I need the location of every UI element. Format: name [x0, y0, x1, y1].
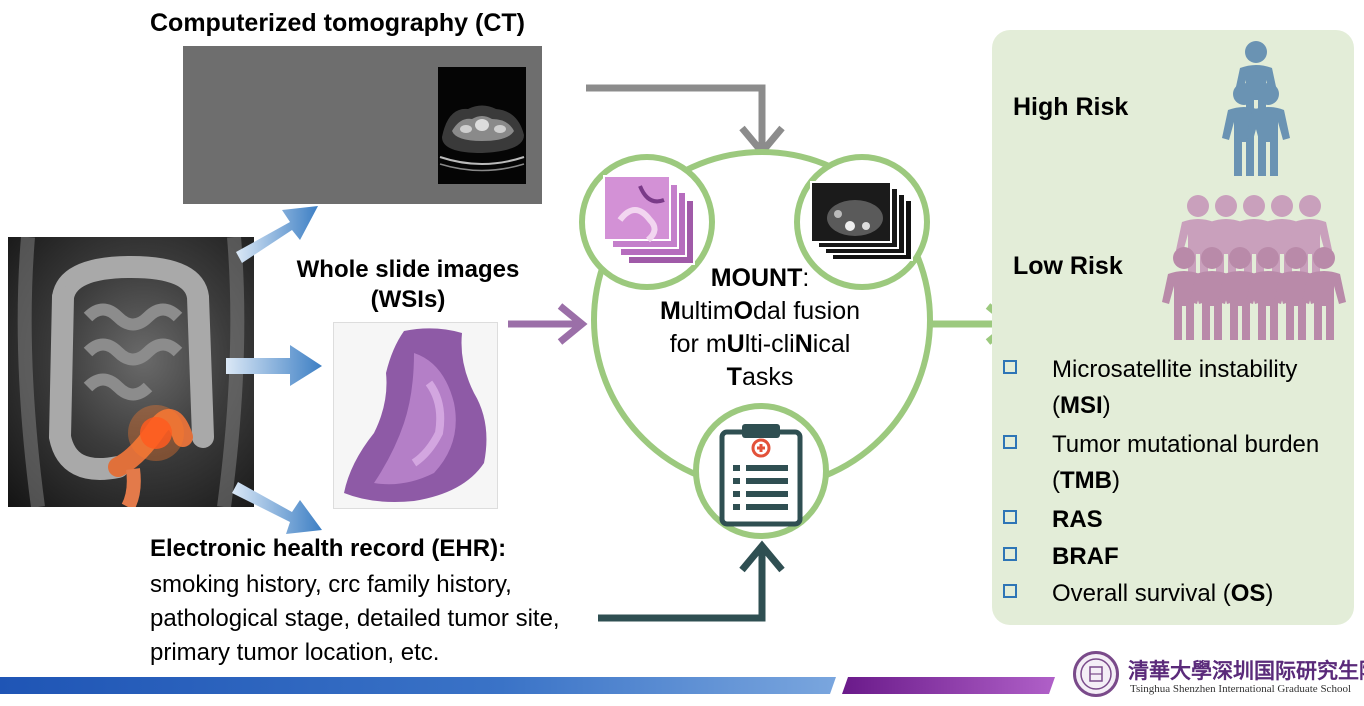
checkbox-icon	[1003, 360, 1017, 374]
high-risk-people-icon	[1222, 41, 1290, 176]
task-ras: RAS	[1003, 502, 1348, 538]
risk-people-icons	[1162, 41, 1346, 340]
high-risk-label: High Risk	[1013, 93, 1129, 121]
checkbox-icon	[1003, 584, 1017, 598]
wsi-patch-stack-icon	[603, 175, 695, 265]
mount-description: MOUNT: MultimOdal fusion for mUlti-cliNi…	[659, 264, 861, 391]
low-risk-label: Low Risk	[1013, 252, 1123, 280]
ct-scan-image	[438, 67, 526, 184]
task-os: Overall survival (OS)	[1003, 576, 1348, 612]
bottom-bar-purple	[842, 677, 1055, 694]
mount-name: MOUNT	[710, 264, 803, 292]
checkbox-icon	[1003, 547, 1017, 561]
checkbox-icon	[1003, 435, 1017, 449]
wsi-title: Whole slide images (WSIs)	[296, 256, 520, 313]
blue-arrow-to-wsi	[226, 345, 322, 386]
blue-arrow-to-ehr	[232, 482, 322, 534]
ct-arrow	[586, 84, 766, 150]
logo-text-english: Tsinghua Shenzhen International Graduate…	[1130, 683, 1351, 695]
wsi-slide-image	[333, 322, 498, 509]
task-tmb: Tumor mutational burden (TMB)	[1003, 427, 1348, 499]
blue-arrow-to-ct	[236, 206, 318, 263]
university-seal-icon	[1073, 651, 1119, 697]
ct-stack-icon	[810, 181, 913, 261]
logo-text-chinese: 清華大學深圳国际研究生院	[1128, 658, 1364, 683]
bottom-bar-blue	[0, 677, 836, 694]
checkbox-icon	[1003, 510, 1017, 524]
ehr-title: Electronic health record (EHR):	[150, 535, 507, 562]
clipboard-icon	[719, 424, 803, 527]
abdomen-colon-image	[8, 237, 254, 507]
ehr-description: smoking history, crc family history, pat…	[150, 571, 560, 666]
task-msi: Microsatellite instability (MSI)	[1003, 352, 1348, 424]
ehr-arrow	[598, 548, 766, 622]
ct-title: Computerized tomography (CT)	[150, 9, 525, 37]
task-braf: BRAF	[1003, 539, 1348, 575]
